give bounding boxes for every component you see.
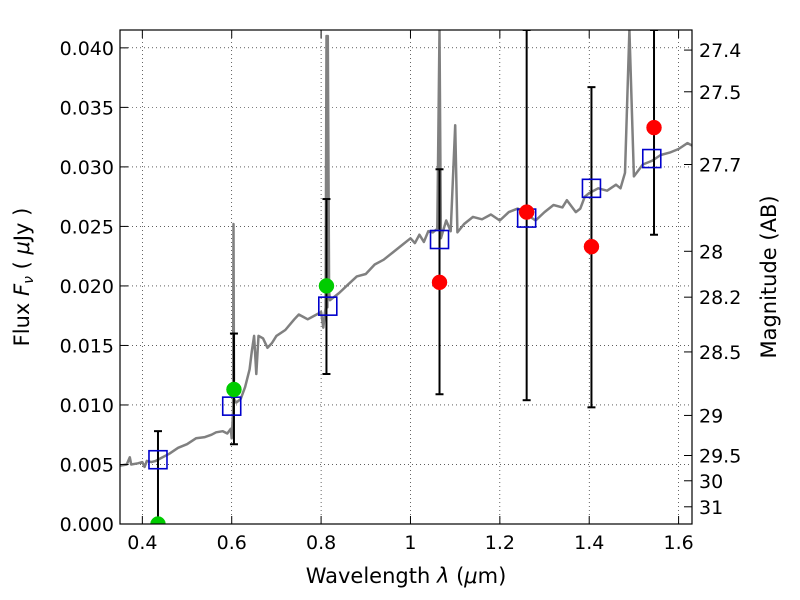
y-tick-label: 0.005 [60,454,114,476]
y-tick-label: 0.000 [60,514,114,536]
model-point [317,296,338,316]
y-tick-label: 0.010 [60,395,114,417]
magnitude-tick-label: 29.5 [699,445,741,467]
y-tick-label: 0.030 [60,157,114,179]
model-point [148,449,168,470]
x-tick-label: 0.4 [127,532,157,554]
magnitude-tick-label: 28.2 [699,287,741,309]
magnitude-tick-label: 27.4 [699,40,741,62]
observed-point [226,381,242,398]
x-tick-label: 1.6 [663,532,693,554]
model-point [221,396,242,416]
model-point [429,229,450,250]
observed-point [431,274,448,291]
magnitude-axis-label: Magnitude (AB) [757,195,781,358]
magnitude-tick-label: 27.5 [699,82,741,104]
y-tick-label: 0.015 [60,335,114,357]
model-point [641,148,662,169]
magnitude-tick-label: 31 [699,497,723,519]
x-axis-label: Wavelength λ (μm) [306,564,507,588]
magnitude-tick-label: 29 [699,405,723,427]
observed-point [150,516,166,524]
y-axis-label: Flux Fν ( μJy ) [10,208,37,347]
observed-point [583,238,600,255]
x-tick-label: 0.8 [306,532,336,554]
model-point [581,178,602,199]
magnitude-tick-label: 30 [699,471,723,493]
magnitude-tick-label: 28 [699,241,723,263]
plot-area [120,30,692,524]
y-tick-label: 0.040 [60,38,114,60]
axes-frame [119,29,693,525]
x-tick-label: 1.4 [574,532,604,554]
x-tick-label: 1.2 [485,532,515,554]
y-tick-label: 0.025 [60,216,114,238]
observed-point [646,119,662,136]
x-tick-label: 1 [404,532,416,554]
x-tick-label: 0.6 [217,532,247,554]
observed-point [518,204,535,220]
magnitude-tick-label: 27.7 [699,154,741,176]
y-tick-label: 0.020 [60,276,114,298]
magnitude-tick-label: 28.5 [699,342,741,364]
observed-point [318,278,335,294]
y-tick-label: 0.035 [60,97,114,119]
